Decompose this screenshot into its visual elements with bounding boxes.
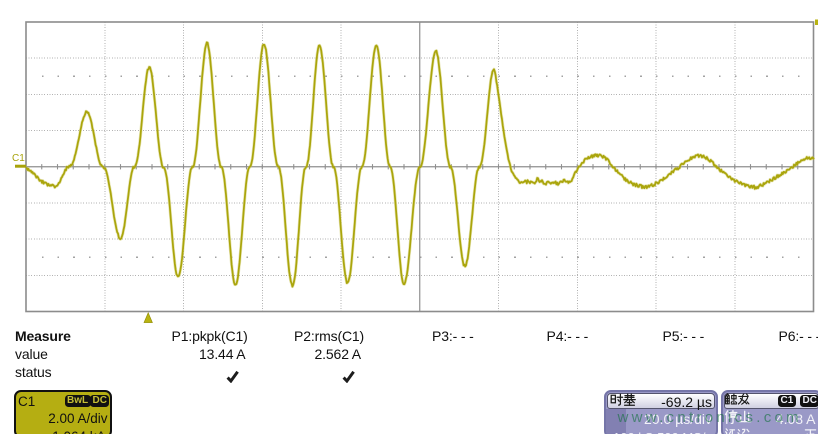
- svg-text:C1: C1: [12, 153, 25, 164]
